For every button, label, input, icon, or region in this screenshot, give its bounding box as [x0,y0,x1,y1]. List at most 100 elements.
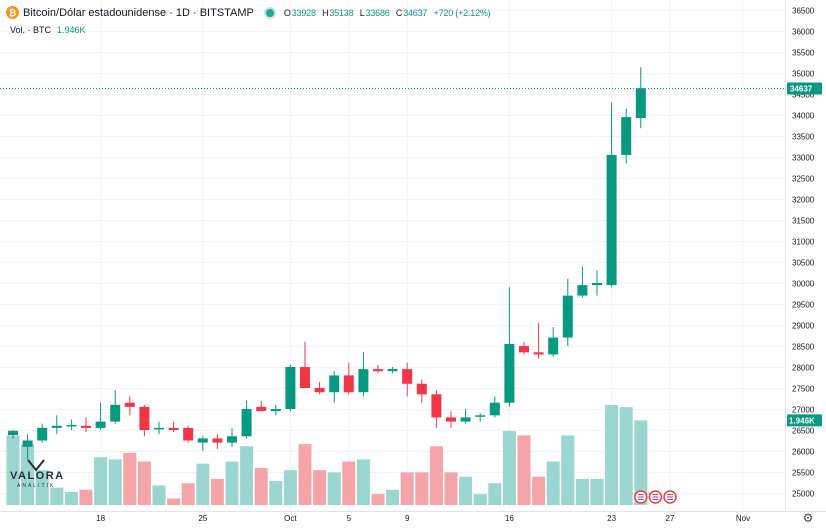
candle-body [95,421,106,428]
volume-bar [444,472,458,505]
candle-body [22,440,33,447]
candle-body [635,88,646,119]
volume-bar [21,444,35,505]
y-tick-label: 36500 [792,7,815,16]
y-tick-label: 25000 [792,490,815,499]
volume-bar [196,463,210,505]
volume-bar [356,459,370,505]
volume-bar [225,461,239,505]
y-tick-label: 31000 [792,238,815,247]
volume-bar [532,476,546,505]
volume-badge [787,414,822,427]
y-tick-label: 33000 [792,154,815,163]
symbol-title[interactable]: Bitcoin/Dólar estadounidense · 1D · BITS… [23,6,254,19]
volume-bar [546,461,560,505]
candle-body [562,295,573,338]
candle-body [154,427,164,430]
volume-label: Vol. · BTC [10,25,52,35]
candle-body [475,415,486,417]
bitcoin-icon: ₿ [6,6,19,19]
candle-body [519,346,529,353]
candle-body [431,394,442,418]
volume-bar [123,452,137,505]
x-tick-label: 27 [666,514,675,523]
volume-bar [313,470,327,505]
flag-icon[interactable] [634,490,648,504]
y-tick-label: 28000 [792,364,815,373]
ohlc-low-value: 33686 [365,7,390,18]
valora-logo-icon [27,459,45,472]
volume-bar [269,481,283,505]
y-tick-label: 27000 [792,406,815,415]
y-tick-label: 26000 [792,448,815,457]
volume-bar [605,405,619,505]
volume-bar [415,472,429,505]
candle-body [81,425,91,428]
volume-bar [210,478,224,505]
candle-body [621,117,632,155]
volume-bar [590,478,604,505]
y-tick-label: 31500 [792,217,815,226]
x-tick-label: 9 [405,514,410,523]
volume-bar [561,435,575,505]
volume-bar [50,487,64,505]
time-axis[interactable]: 18 25 Oct 5 9 16 23 27 Nov [0,511,826,524]
x-tick-label: Nov [736,514,750,523]
candle-body [300,367,310,388]
candle-body [227,436,237,443]
candle-body [606,154,617,286]
event-markers[interactable] [634,490,677,504]
candle-body [548,337,559,355]
volume-value: 1.946K [57,25,86,35]
volume-bar [342,461,356,505]
volume-bars [6,405,648,505]
candle-body [197,438,208,443]
gear-icon[interactable]: ⚙ [802,511,814,525]
candlesticks[interactable] [8,67,646,460]
last-price-badge-text: 34637 [790,85,813,94]
candle-body [168,427,179,430]
volume-bar [619,407,633,505]
y-tick-label: 27500 [792,385,815,394]
volume-legend[interactable]: Vol. · BTC 1.946K [10,25,86,35]
ohlc-legend: O33928 H35138 L33686 C34637 +720 (+2.12%… [284,8,495,18]
candle-body [373,369,383,372]
volume-bar [400,472,414,505]
symbol-header[interactable]: ₿ Bitcoin/Dólar estadounidense · 1D · BI… [6,6,494,19]
candle-body [139,406,150,430]
plot-area[interactable] [0,0,785,511]
x-tick-label: 16 [505,514,514,523]
volume-bar [137,461,151,505]
x-tick-label: 5 [347,514,352,523]
x-tick-label: 23 [607,514,616,523]
candle-body [533,352,544,355]
volume-bar [108,459,122,505]
candle-body [37,427,48,441]
candle-body [212,438,223,443]
x-tick-label: Oct [284,514,297,523]
ohlc-high-label: H [322,7,329,18]
volume-bar [429,446,443,505]
volume-bar [167,498,181,505]
candle-body [285,367,296,409]
flag-icon[interactable] [663,490,677,504]
candle-body [51,425,62,428]
y-tick-label: 29000 [792,322,815,331]
logo-subtext: ANALITIK [17,483,56,489]
y-tick-label: 32500 [792,175,815,184]
candle-body [489,402,500,416]
volume-bar [94,457,108,505]
volume-bar [634,420,648,505]
volume-bar [386,489,400,505]
x-tick-label: 18 [96,514,105,523]
volume-bar [502,431,516,505]
price-axis[interactable]: 25000 25500 26000 26500 27000 27500 28000 28500… [785,0,823,511]
candle-body [329,375,340,393]
candle-body [387,369,398,372]
flag-icon[interactable] [648,490,663,504]
volume-bar [240,446,254,505]
volume-bar [371,494,385,505]
y-tick-label: 34000 [792,112,815,121]
candle-body [183,427,194,441]
